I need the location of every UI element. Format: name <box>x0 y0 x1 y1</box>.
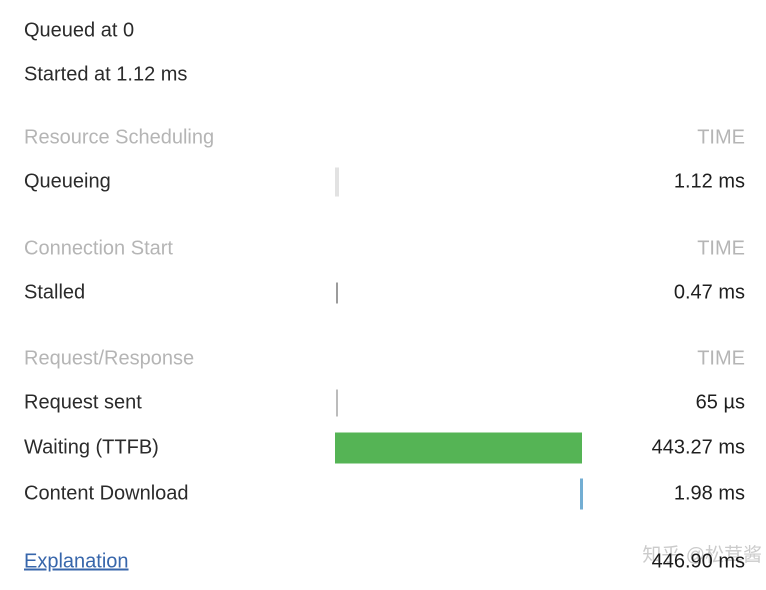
queued-at-text: Queued at 0 <box>24 19 135 42</box>
queued-at-line: Queued at 0 <box>0 8 766 54</box>
timeline-bar-zone <box>335 425 597 471</box>
timing-row-stalled: Stalled 0.47 ms <box>0 270 766 316</box>
timing-row-queueing: Queueing 1.12 ms <box>0 159 766 205</box>
time-column-header: TIME <box>697 126 745 149</box>
timing-row-label: Request sent <box>24 391 142 414</box>
request-sent-tick-marker <box>336 389 338 417</box>
timing-row-request-sent: Request sent 65 µs <box>0 380 766 426</box>
section-connection-start-label: Connection Start <box>24 237 173 260</box>
timing-row-label: Stalled <box>24 281 86 304</box>
section-request-response: Request/Response TIME <box>0 336 766 382</box>
section-connection-start: Connection Start TIME <box>0 226 766 272</box>
waiting-ttfb-bar <box>335 432 582 464</box>
timeline-bar-zone <box>335 380 597 426</box>
content-download-tick-marker <box>580 478 583 510</box>
timing-row-label: Content Download <box>24 482 189 505</box>
timing-row-value: 443.27 ms <box>651 436 745 459</box>
timing-row-content-download: Content Download 1.98 ms <box>0 471 766 517</box>
timing-row-label: Queueing <box>24 170 111 193</box>
started-at-text: Started at 1.12 ms <box>24 63 188 86</box>
timeline-bar-zone <box>335 159 597 205</box>
timing-row-label: Waiting (TTFB) <box>24 436 159 459</box>
timeline-bar-zone <box>335 270 597 316</box>
timing-row-value: 1.12 ms <box>673 170 745 193</box>
zhihu-watermark: 知乎 @松茸酱 <box>642 545 762 566</box>
queueing-tick-marker <box>335 167 339 197</box>
timing-row-waiting-ttfb: Waiting (TTFB) 443.27 ms <box>0 425 766 471</box>
section-resource-scheduling-label: Resource Scheduling <box>24 126 215 149</box>
time-column-header: TIME <box>697 237 745 260</box>
stalled-tick-marker <box>336 282 338 304</box>
started-at-line: Started at 1.12 ms <box>0 52 766 98</box>
footer-row: Explanation 知乎 @松茸酱 446.90 ms <box>0 537 766 587</box>
time-column-header: TIME <box>697 347 745 370</box>
section-resource-scheduling: Resource Scheduling TIME <box>0 115 766 161</box>
section-request-response-label: Request/Response <box>24 347 195 370</box>
total-time-value: 446.90 ms <box>651 550 745 573</box>
timing-row-value: 65 µs <box>695 391 745 414</box>
timing-row-value: 0.47 ms <box>673 281 745 304</box>
timeline-bar-zone <box>335 471 597 517</box>
timing-row-value: 1.98 ms <box>673 482 745 505</box>
explanation-link[interactable]: Explanation <box>24 550 129 573</box>
